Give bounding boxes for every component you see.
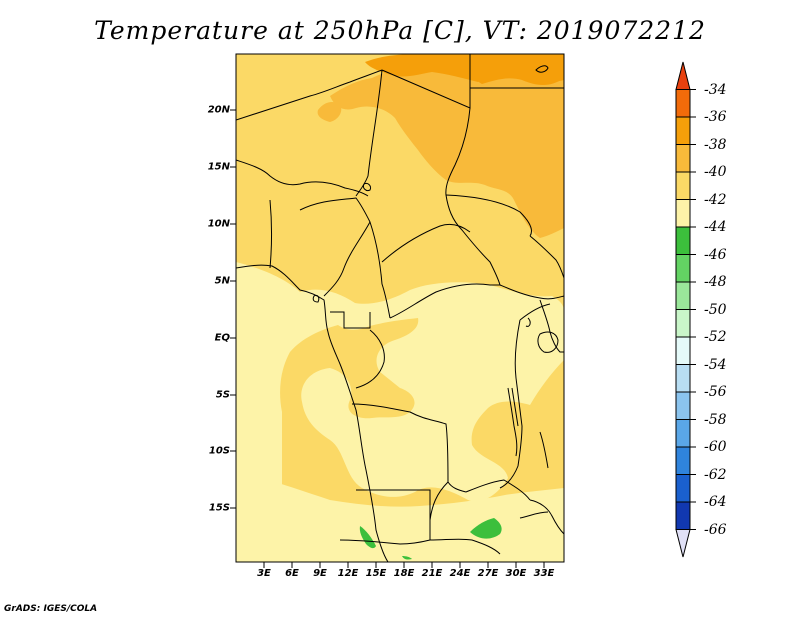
lake-malawi <box>539 431 549 469</box>
border-namibia-botswana <box>339 538 501 555</box>
colorbar-segment <box>675 144 691 173</box>
border-drc-east <box>499 319 523 489</box>
colorbar-arrow-top <box>675 61 691 90</box>
lon-label-15e: 15E <box>365 568 387 579</box>
shade-patch-40-38-west <box>317 102 342 122</box>
border-niger-chad <box>355 69 383 197</box>
colorbar-segment <box>675 474 691 503</box>
colorbar-segment <box>675 309 691 338</box>
lon-label-30e: 30E <box>505 568 527 579</box>
colorbar-segment <box>675 226 691 255</box>
colorbar <box>675 61 696 558</box>
lon-label-6e: 6E <box>285 568 299 579</box>
border-angola <box>351 403 467 540</box>
lon-label-21e: 21E <box>421 568 443 579</box>
colorbar-arrow-bottom <box>675 529 691 558</box>
shade-patch-48-46-a <box>470 518 502 539</box>
lat-label-eq: EQ <box>214 332 230 344</box>
coastline-gulf-of-guinea <box>236 264 389 562</box>
colorbar-label: -48 <box>704 274 727 290</box>
colorbar-label: -56 <box>704 384 727 400</box>
border-sahara-north <box>236 69 383 121</box>
colorbar-label: -58 <box>704 411 727 428</box>
border-uganda <box>519 303 551 321</box>
colorbar-segment <box>675 446 691 475</box>
shade-band-40-38 <box>330 54 564 238</box>
lon-label-18e: 18E <box>393 568 415 579</box>
colorbar-label: -64 <box>704 494 727 510</box>
colorbar-segment <box>675 171 691 200</box>
river-nile-delta <box>535 65 549 73</box>
colorbar-label: -34 <box>704 81 727 98</box>
colorbar-label: -44 <box>704 219 727 235</box>
colorbar-segment <box>675 501 691 530</box>
colorbar-label: -66 <box>704 521 727 538</box>
shade-band-44-42-south <box>236 470 564 562</box>
map-title: Temperature at 250hPa [C], VT: 201907221… <box>94 16 706 45</box>
colorbar-segment <box>675 336 691 365</box>
colorbar-label: -40 <box>704 164 727 180</box>
lon-label-24e: 24E <box>449 568 471 579</box>
shade-patch-38-36-east <box>470 54 564 85</box>
colorbar-label: -52 <box>704 329 727 345</box>
lon-ticks <box>263 562 545 568</box>
border-car-south <box>389 283 500 319</box>
border-mozambique <box>519 499 564 535</box>
lon-label-33e: 33E <box>533 568 555 579</box>
lat-label-10n: 10N <box>207 218 230 230</box>
lat-label-15n: 15N <box>207 161 230 173</box>
island-bioko <box>312 295 320 303</box>
border-cameroon-car <box>369 221 471 319</box>
lon-label-12e: 12E <box>337 568 359 579</box>
colorbar-segment <box>675 364 691 393</box>
shade-patch-48-46-c <box>402 556 412 560</box>
colorbar-label: -46 <box>704 246 727 263</box>
lat-label-10s: 10S <box>208 445 230 457</box>
border-chad-sudan <box>445 107 501 286</box>
colorbar-segment <box>675 281 691 310</box>
border-mali-niger <box>236 159 369 197</box>
colorbar-segment <box>675 116 691 145</box>
lat-ticks <box>230 109 236 509</box>
lat-label-5n: 5N <box>214 275 230 287</box>
border-sudan-south <box>499 284 564 300</box>
lat-label-5s: 5S <box>215 389 230 401</box>
colorbar-label: -36 <box>704 109 727 125</box>
colorbar-label: -50 <box>704 301 727 318</box>
colorbar-segment <box>675 199 691 228</box>
lake-kyoga <box>525 317 531 327</box>
shade-patch-48-46-b <box>359 526 376 549</box>
lake-tanganyika <box>507 387 519 457</box>
colorbar-segment <box>675 391 691 420</box>
border-sudan-interior <box>445 194 533 237</box>
colorbar-segment <box>675 419 691 448</box>
map-frame <box>235 53 565 563</box>
lat-label-15s: 15S <box>208 502 230 514</box>
colorbar-label: -42 <box>704 191 727 208</box>
colorbar-label: -60 <box>704 439 727 455</box>
lat-label-20n: 20N <box>207 104 230 116</box>
colorbar-label: -62 <box>704 466 727 483</box>
colorbar-label: -54 <box>704 356 727 373</box>
lon-label-27e: 27E <box>477 568 499 579</box>
lake-chad <box>363 183 371 191</box>
border-zambia <box>429 479 531 521</box>
grads-credit: GrADS: IGES/COLA <box>4 604 98 614</box>
shade-band-44-42 <box>236 262 564 562</box>
lon-label-9e: 9E <box>313 568 327 579</box>
lake-victoria <box>537 331 559 353</box>
country-borders <box>236 54 564 562</box>
border-gabon <box>330 311 371 329</box>
lakes <box>312 65 559 469</box>
lon-label-3e: 3E <box>257 568 271 579</box>
border-congo-drc <box>355 329 385 389</box>
colorbar-segment <box>675 89 691 118</box>
border-ethiopia <box>529 235 564 279</box>
colorbar-label: -38 <box>704 136 727 153</box>
colorbar-segment <box>675 254 691 283</box>
temperature-field <box>236 54 564 562</box>
